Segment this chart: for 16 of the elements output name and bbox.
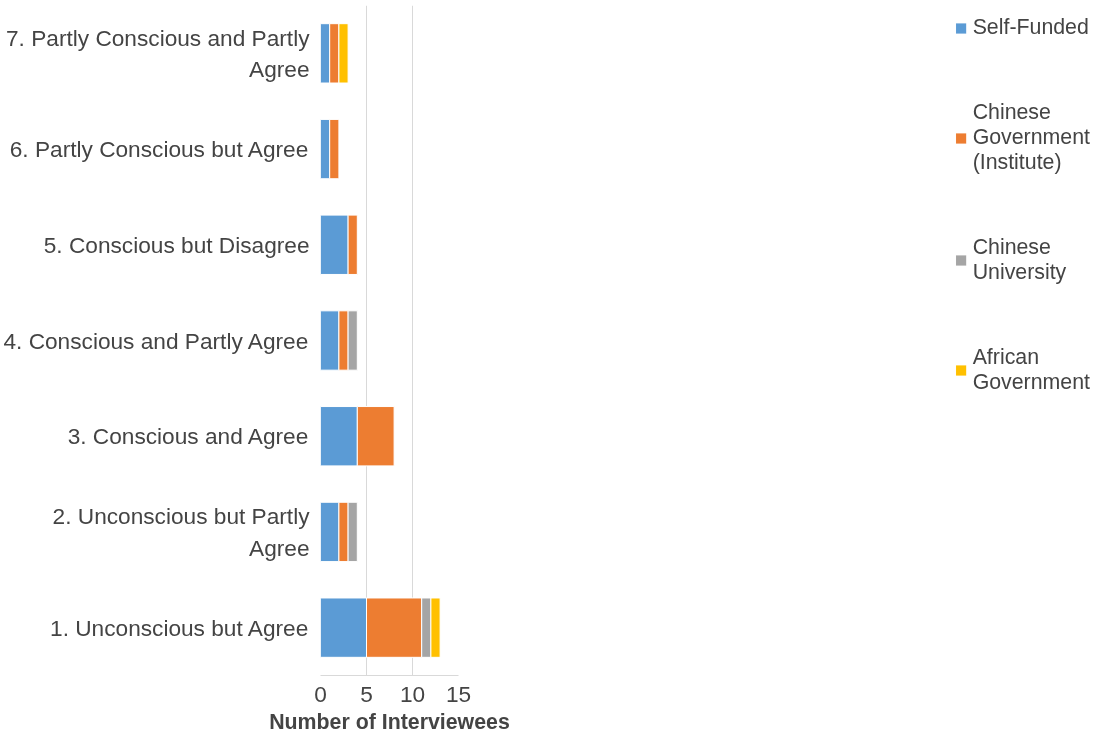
y-tick-label: 7. Partly Conscious and Partly Agree bbox=[6, 24, 311, 82]
y-tick-label: 1. Unconscious but Agree bbox=[50, 614, 309, 641]
y-tick-label: 4. Conscious and Partly Agree bbox=[3, 327, 309, 354]
x-tick-label: 10 bbox=[399, 680, 426, 707]
legend-label: Chinese Government (Institute) bbox=[972, 100, 1090, 175]
y-tick-label: 5. Conscious but Disagree bbox=[43, 231, 310, 258]
legend-label: African Government bbox=[972, 345, 1090, 395]
x-tick-label: 0 bbox=[314, 680, 327, 707]
y-tick-label: 2. Unconscious but Partly Agree bbox=[52, 503, 311, 561]
legend-label: Self-Funded bbox=[972, 15, 1089, 40]
y-tick-label: 3. Conscious and Agree bbox=[67, 423, 309, 450]
x-tick-label: 15 bbox=[445, 680, 472, 707]
x-axis-title: Number of Interviewees bbox=[269, 709, 510, 734]
legend-label: Chinese University bbox=[972, 235, 1067, 285]
y-tick-label: 6. Partly Conscious but Agree bbox=[9, 136, 309, 163]
x-tick-label: 5 bbox=[360, 680, 373, 707]
